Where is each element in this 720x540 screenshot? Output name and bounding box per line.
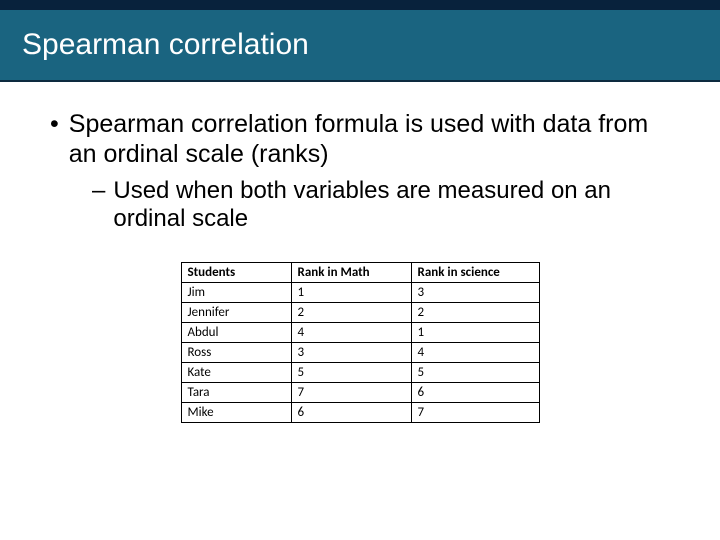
cell-student: Tara — [181, 382, 291, 402]
content-area: • Spearman correlation formula is used w… — [0, 82, 720, 423]
col-header-students: Students — [181, 262, 291, 282]
cell-math: 7 — [291, 382, 411, 402]
bullet-sub-text: Used when both variables are measured on… — [113, 177, 680, 234]
table-wrap: Students Rank in Math Rank in science Ji… — [40, 262, 680, 423]
cell-student: Jim — [181, 282, 291, 302]
cell-math: 5 — [291, 362, 411, 382]
cell-student: Kate — [181, 362, 291, 382]
table-row: Mike 6 7 — [181, 402, 539, 422]
table-row: Jim 1 3 — [181, 282, 539, 302]
table-row: Abdul 4 1 — [181, 322, 539, 342]
table-row: Tara 7 6 — [181, 382, 539, 402]
cell-science: 5 — [411, 362, 539, 382]
cell-math: 2 — [291, 302, 411, 322]
cell-math: 4 — [291, 322, 411, 342]
cell-science: 1 — [411, 322, 539, 342]
cell-science: 2 — [411, 302, 539, 322]
cell-student: Abdul — [181, 322, 291, 342]
bullet-sub: – Used when both variables are measured … — [92, 177, 680, 234]
table-row: Jennifer 2 2 — [181, 302, 539, 322]
cell-science: 3 — [411, 282, 539, 302]
bullet-dot-icon: • — [50, 110, 59, 140]
top-strip — [0, 0, 720, 10]
cell-student: Mike — [181, 402, 291, 422]
cell-science: 6 — [411, 382, 539, 402]
bullet-main: • Spearman correlation formula is used w… — [50, 110, 680, 169]
ranks-table: Students Rank in Math Rank in science Ji… — [181, 262, 540, 423]
cell-science: 7 — [411, 402, 539, 422]
cell-student: Ross — [181, 342, 291, 362]
cell-math: 1 — [291, 282, 411, 302]
bullet-dash-icon: – — [92, 177, 105, 205]
table-header-row: Students Rank in Math Rank in science — [181, 262, 539, 282]
table-body: Jim 1 3 Jennifer 2 2 Abdul 4 1 Ross 3 — [181, 282, 539, 422]
cell-math: 3 — [291, 342, 411, 362]
cell-science: 4 — [411, 342, 539, 362]
table-row: Kate 5 5 — [181, 362, 539, 382]
bullet-main-text: Spearman correlation formula is used wit… — [69, 110, 680, 169]
col-header-science: Rank in science — [411, 262, 539, 282]
table-row: Ross 3 4 — [181, 342, 539, 362]
cell-student: Jennifer — [181, 302, 291, 322]
slide-title: Spearman correlation — [0, 10, 720, 82]
col-header-math: Rank in Math — [291, 262, 411, 282]
cell-math: 6 — [291, 402, 411, 422]
